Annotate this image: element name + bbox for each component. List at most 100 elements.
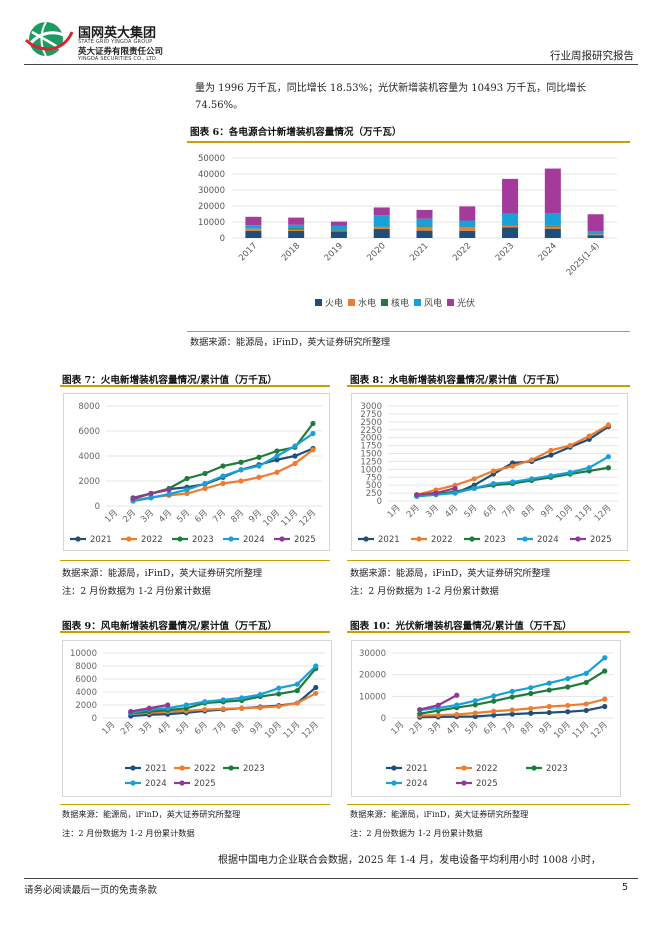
x-tick-label: 8月 [230, 720, 247, 737]
y-tick-label: 1250 [360, 457, 382, 467]
bar-segment-水电 [587, 234, 604, 236]
bar-segment-风电 [459, 220, 476, 227]
x-tick-label: 8月 [520, 503, 537, 520]
legend-marker-2023 [469, 536, 475, 542]
legend-label: 2021 [406, 764, 428, 774]
company-name-cn: 国网英大集团 [78, 26, 157, 41]
figure-6-svg: 0 10000 20000 30000 40000 50000 2017 2018 2019 20… [198, 154, 617, 309]
data-point-2023 [310, 420, 316, 427]
bar-segment-火电 [416, 230, 433, 238]
data-point-2023 [294, 688, 300, 694]
x-tick-label: 10月 [261, 508, 282, 529]
legend-label: 2022 [431, 535, 453, 545]
legend-marker-2022 [416, 536, 422, 542]
bar-segment-光伏 [245, 216, 262, 226]
figure-7-bottom-rule [60, 560, 330, 561]
y-tick-label: 50000 [198, 154, 225, 164]
x-tick-label: 4月 [443, 503, 460, 520]
y-tick-label: 2750 [360, 410, 382, 420]
legend-label: 2024 [537, 535, 559, 545]
data-point-2023 [472, 702, 478, 708]
x-tick-label: 1月 [386, 503, 403, 520]
x-tick-label: 7月 [211, 508, 228, 525]
x-tick-label: 5月 [463, 720, 480, 737]
data-point-2024 [586, 465, 592, 471]
y-tick-label: 20000 [198, 202, 225, 212]
x-tick-label: 6月 [193, 720, 210, 737]
y-tick-label: 10000 [359, 692, 386, 702]
data-point-2021 [509, 711, 515, 717]
legend-swatch-核电 [381, 299, 388, 306]
data-point-2024 [491, 693, 497, 699]
data-point-2022 [509, 707, 515, 713]
data-point-2021 [491, 712, 497, 718]
data-point-2021 [546, 709, 552, 716]
y-tick-label: 6000 [75, 675, 97, 685]
series-line-2023 [132, 422, 314, 499]
x-tick-label: 3月 [139, 508, 156, 525]
bar-segment-核电 [330, 230, 347, 231]
y-tick-label: 750 [366, 473, 382, 483]
data-point-2023 [491, 698, 497, 704]
x-tick-label: 12月 [297, 508, 318, 529]
figure-10-source: 数据来源：能源局，iFinD，英大证券研究所整理 [350, 809, 529, 819]
y-tick-label: 1000 [360, 465, 382, 475]
data-point-2022 [257, 705, 263, 711]
figure-6-title: 图表 6：各电源合计新增装机容量情况（万千瓦） [190, 127, 402, 138]
y-tick-label: 10000 [198, 218, 225, 228]
x-tick-label: 2022 [451, 241, 473, 263]
x-tick-label: 4月 [445, 720, 462, 737]
x-tick-label: 3月 [426, 720, 443, 737]
data-point-2023 [509, 694, 515, 700]
x-tick-label: 12月 [593, 503, 614, 524]
bar-segment-水电 [416, 226, 433, 231]
y-tick-label: 500 [366, 481, 382, 491]
company-logo [24, 18, 74, 62]
x-tick-label: 7月 [501, 503, 518, 520]
data-point-2023 [184, 475, 190, 482]
page-number: 5 [621, 882, 628, 893]
data-point-2022 [565, 702, 571, 709]
y-tick-label: 0 [381, 714, 386, 724]
securities-name-cn: 英大证券有限责任公司 [78, 47, 164, 57]
legend-marker-2021 [130, 765, 136, 771]
legend-marker-2024 [522, 536, 528, 542]
figure-7-source: 数据来源：能源局，iFinD，英大证券研究所整理 [62, 568, 263, 579]
data-point-2022 [238, 478, 244, 484]
data-point-2021 [565, 709, 571, 715]
x-tick-label: 11月 [282, 720, 303, 741]
legend-label: 2021 [378, 535, 400, 545]
data-point-2023 [238, 459, 244, 465]
data-point-2024 [454, 702, 460, 708]
data-point-2025 [454, 692, 460, 698]
figure-6-chart: 0 10000 20000 30000 40000 50000 2017 2018 2019 20… [187, 146, 630, 330]
x-tick-label: 2023 [494, 241, 516, 263]
data-point-2022 [256, 474, 262, 480]
data-point-2024 [509, 688, 515, 694]
data-point-2022 [586, 433, 592, 439]
bar-segment-风电 [416, 218, 433, 227]
data-point-2024 [294, 681, 300, 687]
data-point-2024 [605, 454, 612, 460]
bar-segment-核电 [288, 228, 305, 230]
x-tick-label: 2024 [537, 241, 559, 263]
y-tick-label: 40000 [198, 170, 225, 180]
y-tick-label: 250 [366, 489, 382, 499]
figure-10-title: 图表 10：光伏新增装机容量情况/累计值（万千瓦） [350, 621, 572, 632]
figure-9-source: 数据来源：能源局，iFinD，英大证券研究所整理 [62, 809, 241, 819]
x-tick-label: 5月 [174, 720, 191, 737]
x-tick-label: 2月 [119, 720, 136, 737]
bar-segment-水电 [245, 228, 262, 231]
data-point-2023 [546, 687, 552, 693]
bar-segment-火电 [502, 227, 519, 238]
data-point-2022 [292, 460, 298, 467]
figure-8-title-rule [347, 385, 630, 387]
y-tick-label: 0 [377, 497, 382, 507]
data-point-2021 [274, 457, 280, 463]
y-tick-label: 20000 [359, 671, 386, 681]
legend-label: 2022 [194, 764, 216, 774]
y-tick-label: 0 [95, 502, 100, 512]
report-type: 行业周报研究报告 [550, 50, 634, 62]
legend-marker-2023 [531, 765, 537, 771]
figure-8-note: 注：2 月份数据为 1-2 月份累计数据 [350, 586, 499, 597]
